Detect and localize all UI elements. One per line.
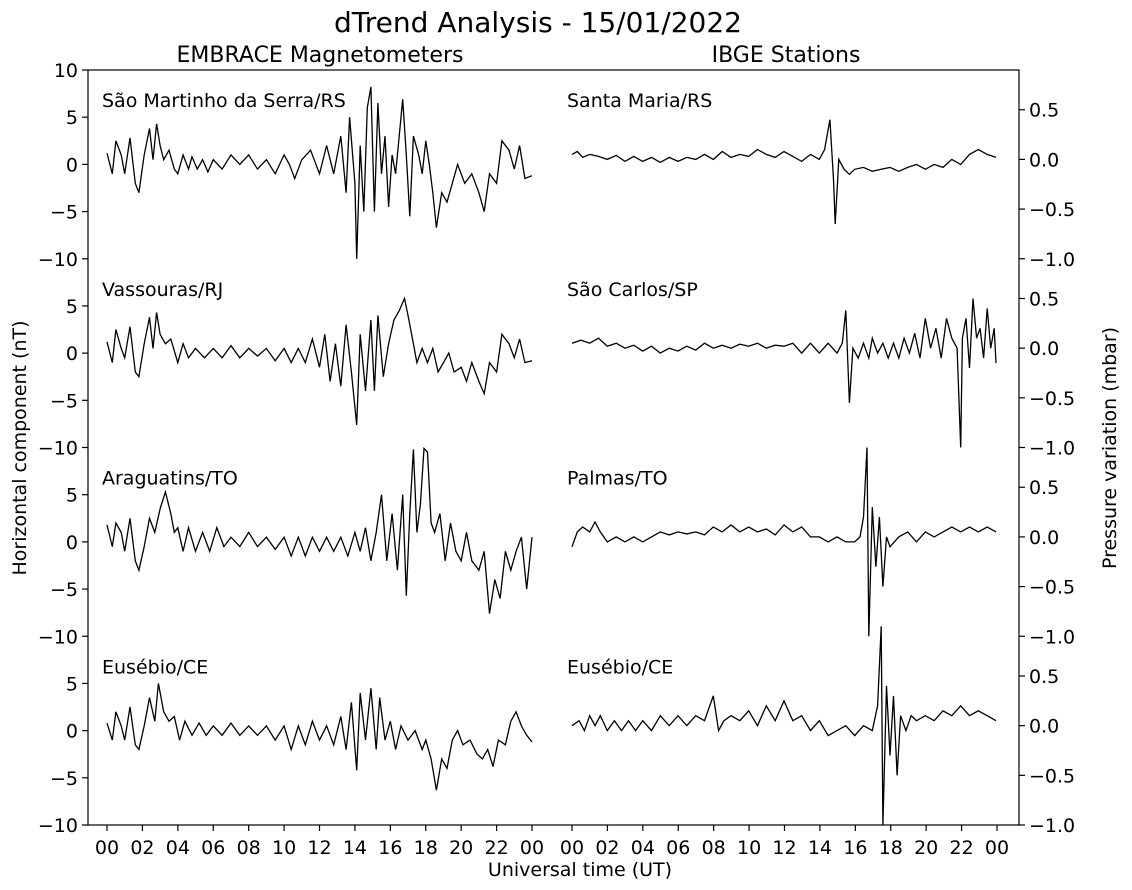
y-tick-label: −0.5: [1029, 765, 1075, 787]
y-tick-label: 0.5: [1029, 100, 1059, 122]
x-tick-label: 10: [272, 837, 296, 859]
station-label: Vassouras/RJ: [102, 279, 223, 301]
x-tick-label: 06: [201, 837, 225, 859]
x-tick-label: 22: [949, 837, 973, 859]
pressure-trace: [571, 119, 997, 225]
station-label: São Carlos/SP: [567, 279, 698, 301]
y-tick-label: −1.0: [1029, 626, 1075, 648]
x-tick-label: 08: [237, 837, 261, 859]
y-tick-label: 0.5: [1029, 666, 1059, 688]
x-tick-label: 12: [772, 837, 796, 859]
y-tick-label: −5: [50, 579, 78, 601]
pressure-trace: [571, 447, 997, 637]
x-tick-label: 00: [95, 837, 119, 859]
station-label: Eusébio/CE: [102, 656, 208, 678]
y-tick-label: 10: [54, 60, 78, 82]
station-label: Santa Maria/RS: [567, 90, 712, 112]
x-tick-label: 18: [414, 837, 438, 859]
magnetometer-trace: [106, 446, 533, 614]
x-axis-label: Universal time (UT): [488, 859, 672, 881]
right-heading: IBGE Stations: [712, 43, 861, 68]
y-tick-label: 0: [66, 532, 78, 554]
x-tick-label: 22: [484, 837, 508, 859]
pressure-trace: [571, 626, 997, 826]
magnetometer-trace: [106, 683, 533, 791]
y-tick-label: −0.5: [1029, 199, 1075, 221]
right-y-axis-label: Pressure variation (mbar): [1099, 327, 1121, 569]
magnetometer-trace: [106, 86, 533, 259]
y-tick-label: 0.0: [1029, 527, 1059, 549]
left-y-axis-label: Horizontal component (nT): [9, 320, 31, 575]
x-tick-label: 20: [914, 837, 938, 859]
plot-frame: [87, 69, 1020, 826]
y-tick-label: 0.0: [1029, 716, 1059, 738]
x-tick-label: 16: [378, 837, 402, 859]
y-tick-label: 5: [66, 485, 78, 507]
x-tick-label: 02: [130, 837, 154, 859]
y-tick-label: −5: [50, 390, 78, 412]
station-label: Araguatins/TO: [102, 468, 238, 490]
y-tick-label: 5: [66, 107, 78, 129]
x-tick-label: 16: [843, 837, 867, 859]
station-label: São Martinho da Serra/RS: [102, 90, 346, 112]
y-tick-label: 0.0: [1029, 149, 1059, 171]
x-tick-label: 10: [737, 837, 761, 859]
y-tick-label: 0: [66, 343, 78, 365]
magnetometer-trace: [106, 296, 533, 425]
y-tick-label: 0.0: [1029, 338, 1059, 360]
x-tick-label: 04: [166, 837, 190, 859]
station-label: Eusébio/CE: [567, 656, 673, 678]
x-tick-label: 00: [520, 837, 544, 859]
chart-title: dTrend Analysis - 15/01/2022: [334, 6, 742, 39]
y-tick-label: −1.0: [1029, 249, 1075, 271]
y-tick-label: −5: [50, 202, 78, 224]
x-tick-label: 12: [307, 837, 331, 859]
x-tick-label: 00: [985, 837, 1009, 859]
y-tick-label: −5: [50, 768, 78, 790]
y-tick-label: −1.0: [1029, 438, 1075, 460]
y-tick-label: −10: [38, 438, 78, 460]
y-tick-label: 5: [66, 296, 78, 318]
x-tick-label: 14: [808, 837, 832, 859]
x-tick-label: 04: [631, 837, 655, 859]
x-tick-label: 02: [595, 837, 619, 859]
x-tick-label: 18: [879, 837, 903, 859]
y-tick-label: 0.5: [1029, 477, 1059, 499]
y-tick-label: −10: [38, 815, 78, 837]
y-tick-label: 0.5: [1029, 288, 1059, 310]
x-tick-label: 08: [702, 837, 726, 859]
y-tick-label: −10: [38, 626, 78, 648]
station-label: Palmas/TO: [567, 468, 668, 490]
x-tick-label: 20: [449, 837, 473, 859]
plot-layer: São Martinho da Serra/RS 10 5 0 −5 −10 Vassour…: [38, 60, 1075, 859]
y-tick-label: −0.5: [1029, 388, 1075, 410]
y-tick-label: 0: [66, 721, 78, 743]
x-tick-label: 06: [666, 837, 690, 859]
x-tick-label: 00: [560, 837, 584, 859]
y-tick-label: −10: [38, 249, 78, 271]
pressure-trace: [571, 298, 997, 448]
y-tick-label: −0.5: [1029, 577, 1075, 599]
y-tick-label: 0: [66, 154, 78, 176]
y-tick-label: 5: [66, 673, 78, 695]
x-tick-label: 14: [343, 837, 367, 859]
left-heading: EMBRACE Magnetometers: [177, 43, 464, 68]
y-tick-label: −1.0: [1029, 815, 1075, 837]
